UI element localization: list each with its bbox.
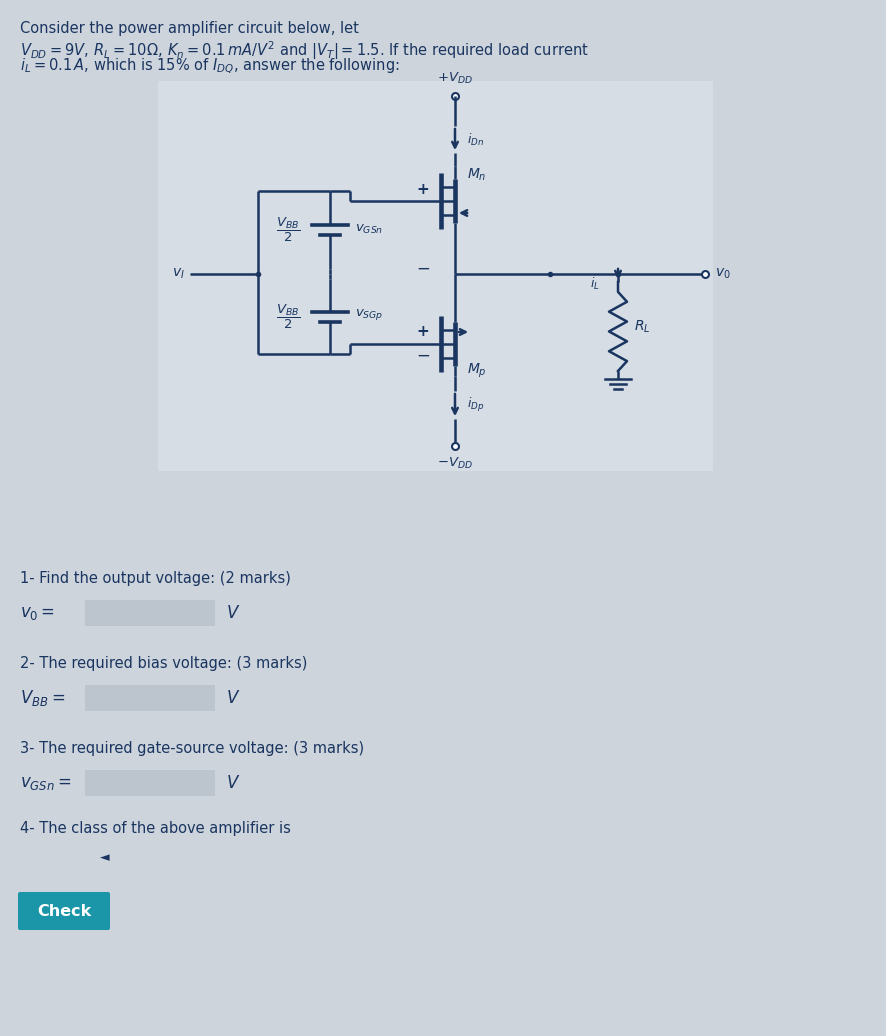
Text: 1- Find the output voltage: (2 marks): 1- Find the output voltage: (2 marks) bbox=[20, 571, 291, 586]
Text: 4- The class of the above amplifier is: 4- The class of the above amplifier is bbox=[20, 821, 291, 836]
Text: $-V_{DD}$: $-V_{DD}$ bbox=[437, 456, 472, 471]
Text: $M_n$: $M_n$ bbox=[466, 167, 486, 183]
Text: $v_{SGp}$: $v_{SGp}$ bbox=[354, 307, 383, 321]
Text: V: V bbox=[227, 774, 238, 792]
Text: $+V_{DD}$: $+V_{DD}$ bbox=[437, 70, 472, 86]
Text: $R_L$: $R_L$ bbox=[633, 318, 649, 335]
Bar bbox=[85, 600, 214, 626]
Text: $V_{DD}=9V,\,R_L=10\Omega,\,K_n=0.1\,mA/V^2$ and $|V_T|=1.5$. If the required lo: $V_{DD}=9V,\,R_L=10\Omega,\,K_n=0.1\,mA/… bbox=[20, 39, 588, 62]
Text: 3- The required gate-source voltage: (3 marks): 3- The required gate-source voltage: (3 … bbox=[20, 741, 364, 756]
Text: $i_{Dp}$: $i_{Dp}$ bbox=[466, 396, 484, 414]
Bar bbox=[85, 685, 214, 711]
Text: $v_0$: $v_0$ bbox=[714, 267, 730, 281]
Text: $i_L$: $i_L$ bbox=[589, 276, 599, 292]
Text: $\dfrac{V_{BB}}{2}$: $\dfrac{V_{BB}}{2}$ bbox=[276, 215, 299, 244]
Bar bbox=[85, 770, 214, 796]
Text: V: V bbox=[227, 689, 238, 707]
Text: +: + bbox=[416, 324, 429, 340]
Text: Check: Check bbox=[37, 903, 91, 919]
Text: $\dfrac{V_{BB}}{2}$: $\dfrac{V_{BB}}{2}$ bbox=[276, 303, 299, 330]
Text: 2- The required bias voltage: (3 marks): 2- The required bias voltage: (3 marks) bbox=[20, 656, 307, 671]
FancyBboxPatch shape bbox=[18, 892, 110, 930]
Text: −: − bbox=[416, 347, 430, 365]
Text: −: − bbox=[416, 260, 430, 278]
Text: ◄: ◄ bbox=[100, 852, 110, 864]
Text: $M_p$: $M_p$ bbox=[466, 362, 486, 380]
Text: $v_{GSn}$: $v_{GSn}$ bbox=[354, 223, 383, 236]
Text: $i_{Dn}$: $i_{Dn}$ bbox=[466, 132, 484, 147]
Text: V: V bbox=[227, 604, 238, 622]
Text: +: + bbox=[416, 181, 429, 197]
Text: Consider the power amplifier circuit below, let: Consider the power amplifier circuit bel… bbox=[20, 21, 359, 36]
Text: $v_I$: $v_I$ bbox=[172, 267, 185, 281]
Text: $v_{GSn}=$: $v_{GSn}=$ bbox=[20, 774, 72, 792]
Text: $i_L=0.1\,A$, which is $15\%$ of $I_{DQ}$, answer the following:: $i_L=0.1\,A$, which is $15\%$ of $I_{DQ}… bbox=[20, 57, 400, 77]
Bar bbox=[158, 81, 712, 471]
Text: $V_{BB}=$: $V_{BB}=$ bbox=[20, 688, 66, 708]
Text: $v_0=$: $v_0=$ bbox=[20, 604, 55, 622]
